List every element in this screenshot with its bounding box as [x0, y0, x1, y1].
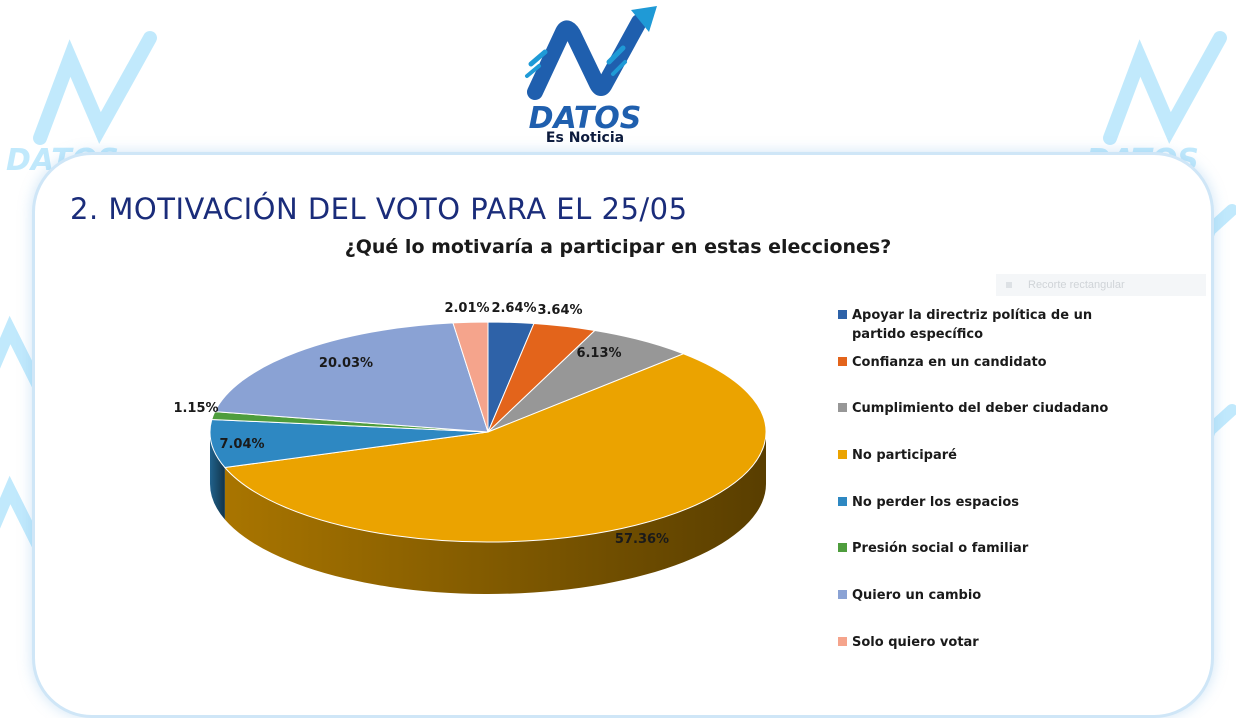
legend-swatch-7	[838, 637, 847, 646]
chart-title: ¿Qué lo motivaría a participar en estas …	[344, 236, 892, 258]
legend-swatch-2	[838, 403, 847, 412]
pie-slice-side-3	[224, 432, 767, 594]
legend-swatch-5	[838, 543, 847, 552]
ghost-tooltip: Recorte rectangular	[996, 274, 1206, 296]
pie-slice-side-4	[210, 432, 225, 520]
legend-label-7: Solo quiero votar	[852, 635, 979, 650]
legend-label-0: Apoyar la directriz política de un parti…	[852, 308, 1093, 342]
pie-data-label-5: 1.15%	[173, 401, 218, 416]
pie-data-label-6: 20.03%	[319, 356, 373, 371]
pie-slice-7	[452, 321, 489, 433]
pie-data-label-3: 57.36%	[615, 532, 669, 547]
legend-label-5: Presión social o familiar	[852, 541, 1029, 556]
legend-label-4: No perder los espacios	[852, 495, 1020, 510]
pie-slice-6	[214, 322, 489, 433]
legend-label-1: Confianza en un candidato	[852, 355, 1047, 370]
pie-slice-3	[223, 353, 767, 543]
brand-name: DATOS	[529, 101, 642, 134]
brand-tagline: Es Noticia	[545, 130, 625, 146]
legend-swatch-3	[838, 450, 847, 459]
pie-data-label-1: 3.64%	[537, 303, 582, 318]
brand-logo-icon: DATOS	[525, 6, 657, 136]
pie-slice-4	[209, 418, 489, 469]
legend-swatch-0	[838, 310, 847, 319]
pie-chart: 2.64% 3.64% 6.13% 57.36% 7.04% 1.15% 20.03% 2.0…	[173, 301, 767, 594]
legend-label-3: No participaré	[852, 448, 957, 463]
brand-logo: DATOS Es Noticia	[505, 4, 665, 150]
legend-swatch-4	[838, 497, 847, 506]
section-title: 2. MOTIVACIÓN DEL VOTO PARA EL 25/05	[70, 192, 688, 226]
legend-label-2: Cumplimiento del deber ciudadano	[852, 401, 1109, 416]
legend-swatch-6	[838, 590, 847, 599]
pie-data-label-2: 6.13%	[576, 346, 621, 361]
legend-label-6: Quiero un cambio	[852, 588, 982, 603]
pie-data-label-0: 2.64%	[491, 301, 536, 316]
legend-swatch-1	[838, 357, 847, 366]
pie-data-label-4: 7.04%	[219, 437, 264, 452]
pie-data-label-7: 2.01%	[444, 301, 489, 316]
